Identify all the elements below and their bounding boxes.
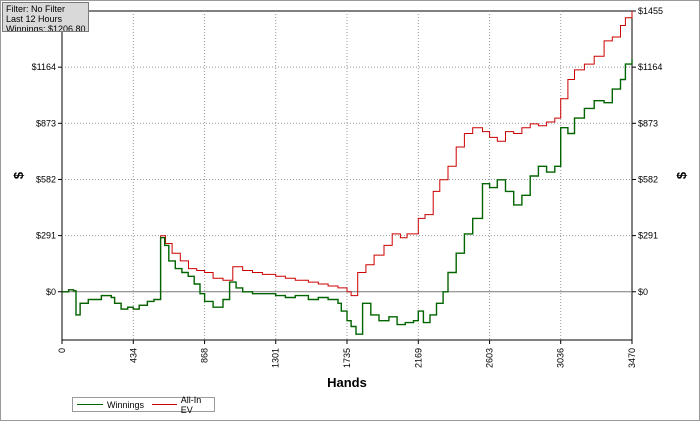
legend-label-allin-ev: All-In EV	[180, 394, 202, 415]
period-label: Last 12 Hours	[6, 14, 63, 24]
y-tick-label-right: $873	[638, 118, 658, 128]
y-tick-label-right: $1164	[638, 62, 662, 72]
x-tick-label: 2169	[413, 348, 423, 368]
x-tick-label: 868	[200, 348, 210, 363]
x-axis-title: Hands	[327, 375, 367, 390]
x-tick-label: 3470	[627, 348, 637, 368]
x-tick-label: 1735	[342, 348, 352, 368]
chart-legend: Winnings All-In EV	[72, 395, 215, 415]
series-line-winnings	[62, 59, 633, 335]
y-tick-label-left: $582	[36, 174, 56, 184]
x-tick-label: 434	[128, 348, 138, 363]
legend-swatch-winnings	[77, 404, 103, 405]
x-tick-label: 3036	[556, 348, 566, 368]
filter-label: Filter: No Filter	[6, 4, 66, 14]
legend-label-winnings: Winnings	[107, 399, 145, 410]
filter-info-box: Filter: No Filter Last 12 Hours Winnings…	[2, 2, 89, 32]
y-tick-label-left: $291	[36, 231, 56, 241]
winnings-label: Winnings: $1206.80	[6, 24, 86, 32]
y-tick-label-left: $1164	[32, 62, 56, 72]
y-axis-title-left: $	[11, 171, 26, 179]
x-tick-label: 1301	[271, 348, 281, 368]
y-tick-label-right: $0	[638, 287, 648, 297]
y-tick-label-left: $873	[36, 118, 56, 128]
x-tick-label: 2603	[485, 348, 495, 368]
y-axis-title-right: $	[674, 171, 689, 179]
legend-swatch-allin-ev	[152, 404, 177, 405]
y-tick-label-left: $0	[46, 287, 56, 297]
y-tick-label-right: $582	[638, 174, 658, 184]
y-tick-label-right: $291	[638, 231, 658, 241]
y-tick-label-right: $1455	[638, 6, 663, 16]
legend-item-allin-ev: All-In EV	[152, 395, 214, 415]
x-tick-label: 0	[57, 348, 67, 353]
legend-item-winnings: Winnings	[77, 400, 144, 410]
